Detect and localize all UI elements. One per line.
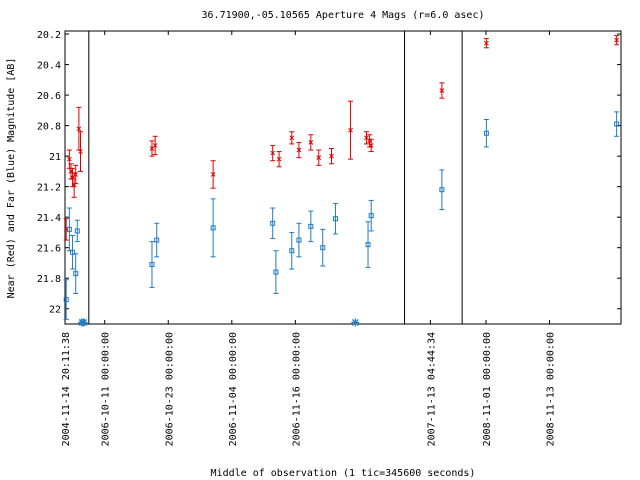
data-point: [308, 140, 314, 145]
y-tick-label: 20.6: [37, 91, 61, 102]
data-point: [329, 153, 334, 159]
data-point: [78, 149, 83, 154]
data-point: [296, 147, 302, 153]
data-point: [332, 216, 338, 222]
data-point: [73, 271, 79, 277]
y-tick-label: 21: [49, 152, 61, 163]
y-axis: 20.2 20.4 20.6 20.8 21 21.2 21.4 21.6 21.8 22: [37, 30, 621, 316]
data-point: [348, 127, 353, 133]
x-axis: 2004-11-14 20:11:38 2006-10-11 00:00:00 20…: [61, 31, 557, 446]
y-tick-label: 20.8: [37, 122, 61, 133]
x-tick-label: 2008-11-13 00:00:00: [546, 332, 557, 446]
y-tick-label: 21.4: [37, 213, 61, 224]
data-point: [270, 220, 276, 226]
data-point: [210, 172, 216, 177]
y-tick-label: 22: [49, 305, 61, 316]
chart-title: 36.71900,-05.10565 Aperture 4 Mags (r=6.…: [202, 10, 485, 21]
data-point: [63, 297, 69, 303]
data-point: [273, 269, 279, 275]
data-point: [614, 37, 619, 43]
y-axis-label: Near (Red) and Far (Blue) Magnitude [AB]: [6, 58, 17, 299]
upper-limit-marker: [351, 318, 360, 327]
upper-limit-marker: [79, 318, 88, 327]
y-tick-label: 21.8: [37, 274, 61, 285]
x-tick-label: 2006-11-16 00:00:00: [291, 332, 302, 446]
data-point: [76, 126, 82, 132]
data-point: [320, 245, 326, 251]
data-point: [152, 143, 158, 148]
x-tick-label: 2004-11-14 20:11:38: [61, 332, 72, 446]
data-point: [308, 223, 314, 229]
data-point: [67, 156, 72, 162]
data-point: [210, 225, 216, 231]
time-gap-dividers: [88, 31, 463, 324]
data-point: [483, 130, 489, 136]
data-point: [149, 261, 155, 267]
data-series: [63, 35, 620, 320]
data-point: [439, 88, 445, 93]
series-far-blue: [63, 111, 620, 320]
data-point: [276, 156, 282, 162]
data-point: [614, 121, 620, 127]
data-point: [316, 155, 322, 161]
x-tick-label: 2006-10-11 00:00:00: [101, 332, 112, 446]
y-tick-label: 20.2: [37, 30, 61, 41]
data-point: [270, 150, 276, 156]
y-tick-label: 21.2: [37, 183, 61, 194]
y-tick-label: 21.6: [37, 244, 61, 255]
data-point: [365, 242, 371, 248]
data-point: [364, 135, 369, 141]
x-tick-label: 2007-11-13 04:44:34: [426, 332, 437, 446]
x-axis-label: Middle of observation (1 tic=345600 seco…: [211, 468, 476, 479]
upper-limit-markers: [78, 318, 360, 327]
data-point: [154, 237, 160, 243]
data-point: [289, 135, 295, 141]
data-point: [296, 237, 302, 243]
data-point: [484, 40, 489, 46]
data-point: [368, 213, 374, 219]
y-tick-label: 20.4: [37, 61, 61, 72]
data-point: [289, 248, 295, 254]
data-point: [66, 226, 72, 232]
x-tick-label: 2008-11-01 00:00:00: [482, 332, 493, 446]
x-tick-label: 2006-11-04 00:00:00: [228, 332, 239, 446]
data-point: [74, 228, 80, 234]
data-point: [70, 249, 76, 255]
x-tick-label: 2006-10-23 00:00:00: [164, 332, 175, 446]
series-near-red: [63, 35, 620, 241]
data-point: [73, 172, 79, 177]
data-point: [368, 143, 374, 148]
plot-frame: [64, 30, 622, 325]
data-point: [439, 187, 445, 193]
